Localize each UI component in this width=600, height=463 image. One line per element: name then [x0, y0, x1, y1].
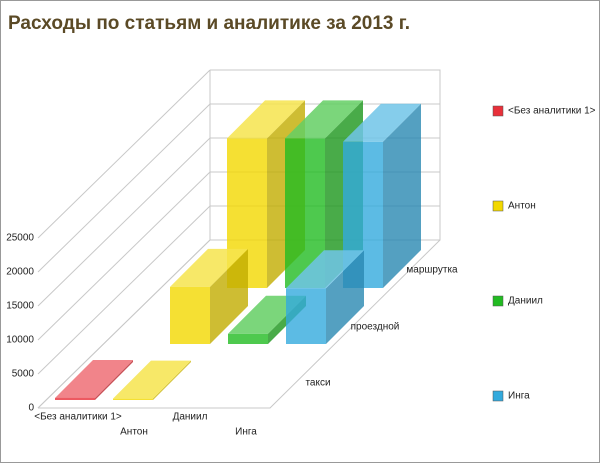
legend-swatch [492, 295, 504, 307]
y-tick-label: 15000 [6, 301, 34, 312]
depth-label: маршрутка [406, 265, 458, 276]
legend-label: Инга [508, 391, 530, 402]
legend-label: Антон [508, 201, 536, 212]
legend-swatch [492, 200, 504, 212]
bar [170, 286, 210, 344]
bar-side [95, 359, 133, 400]
bar-top [286, 250, 364, 289]
y-tick-label: 20000 [6, 267, 34, 278]
bar-side [153, 360, 191, 400]
y-tick-label: 10000 [6, 335, 34, 346]
x-tick-label: Даниил [173, 412, 208, 423]
y-tick-label: 5000 [12, 369, 35, 380]
y-tick-label: 25000 [6, 233, 34, 244]
x-tick-label: Инга [235, 427, 257, 438]
grid-line [37, 103, 211, 273]
grid-line [37, 69, 211, 239]
bar-top [285, 100, 363, 139]
grid-line [37, 171, 211, 341]
legend-swatch [492, 105, 504, 117]
grid-line [37, 205, 211, 375]
grid-line [37, 239, 211, 409]
bar [286, 288, 326, 344]
bar [113, 398, 153, 400]
bar [228, 333, 268, 344]
bar [55, 397, 95, 400]
x-tick-label: Антон [120, 427, 148, 438]
bar-top [113, 360, 191, 399]
depth-label: проездной [351, 322, 400, 333]
bar-top [227, 100, 305, 139]
bar-top [170, 248, 248, 287]
chart-title: Расходы по статьям и аналитике за 2013 г… [8, 13, 410, 34]
bar-side [210, 248, 248, 344]
legend-label: Даниил [508, 296, 543, 307]
bar-top [343, 103, 421, 142]
legend-swatch [492, 390, 504, 402]
grid-line [37, 137, 211, 307]
bar-side [326, 250, 364, 344]
legend-label: <Без аналитики 1> [508, 106, 596, 117]
floor [38, 239, 441, 409]
x-tick-label: <Без аналитики 1> [34, 412, 122, 423]
depth-label: такси [305, 378, 330, 389]
y-tick-label: 0 [28, 403, 34, 414]
bar-side [383, 103, 421, 288]
bar-top [55, 359, 133, 398]
